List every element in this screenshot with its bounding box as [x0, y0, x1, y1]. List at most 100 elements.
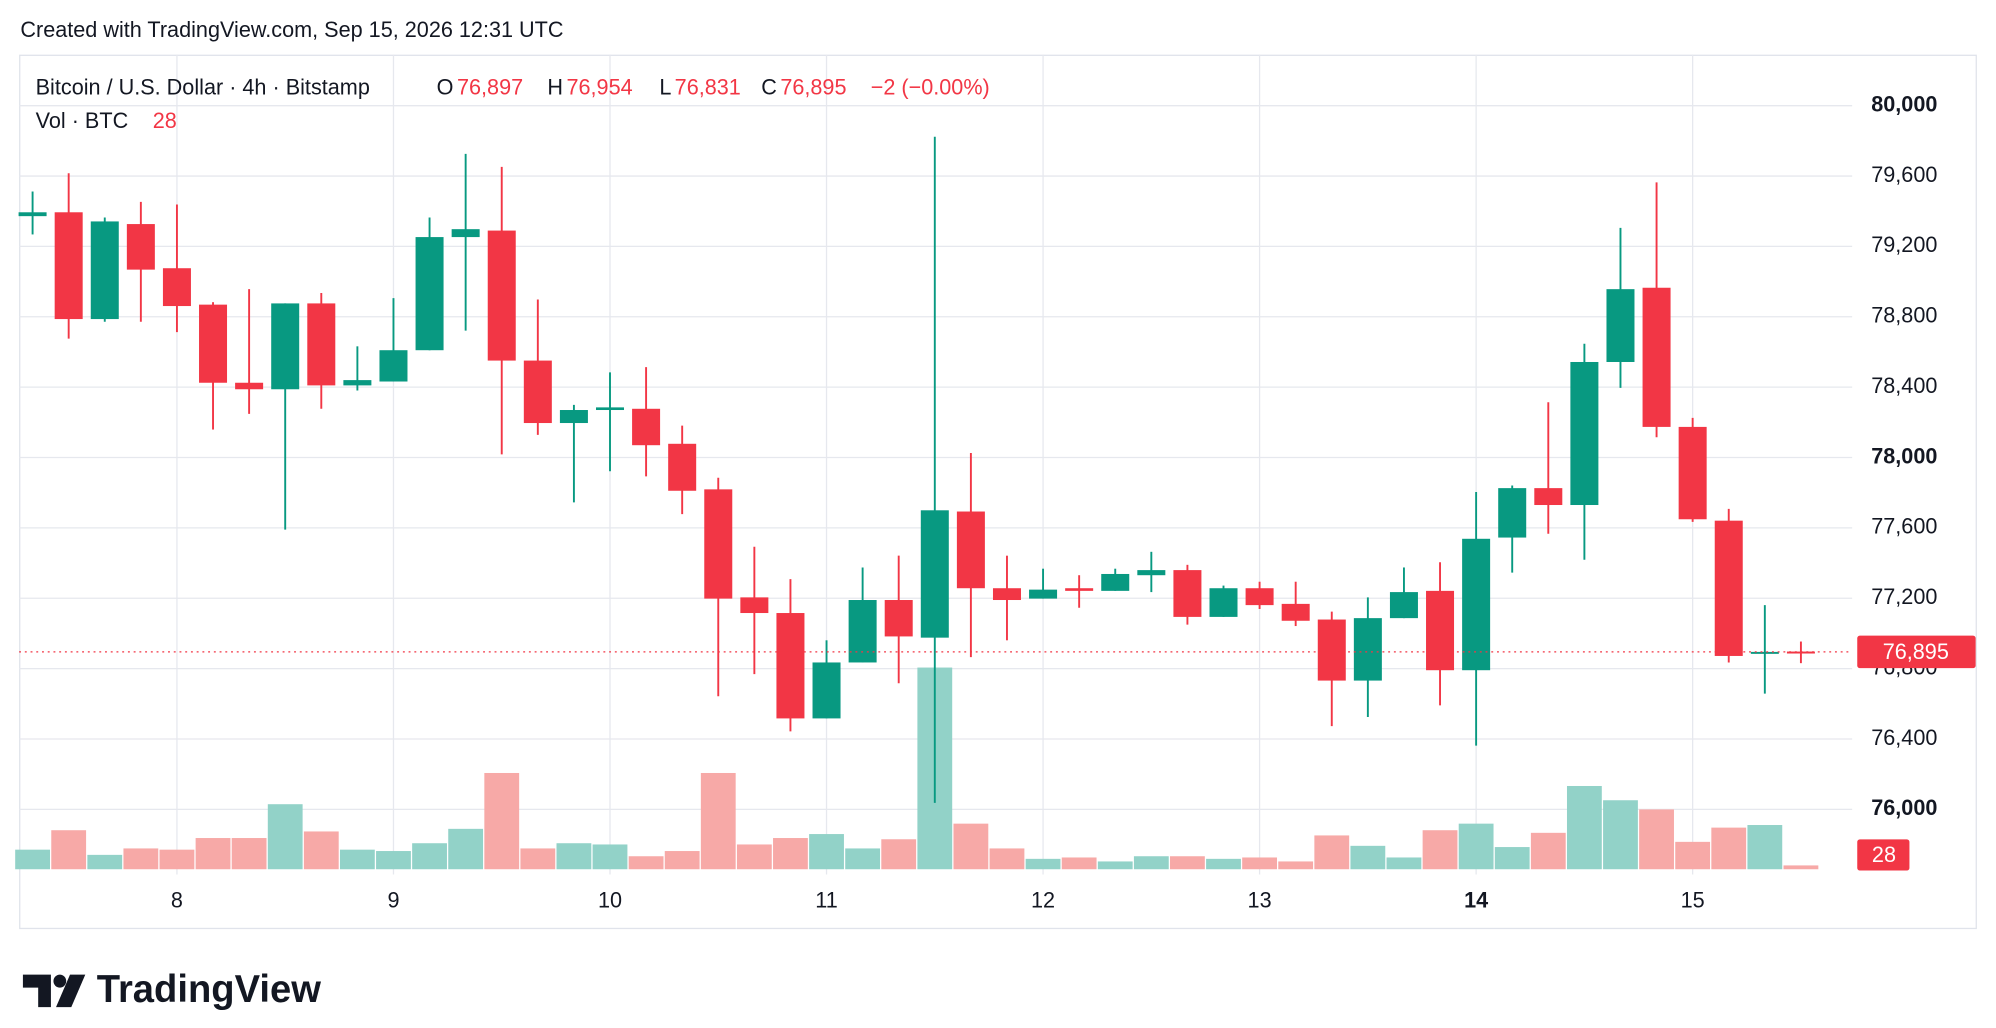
candle-body [1353, 618, 1382, 681]
candle-body [271, 303, 300, 390]
created-note: Created with TradingView.com, Sep 15, 20… [20, 17, 563, 42]
volume-bar [881, 839, 917, 870]
candle-body [1317, 619, 1346, 681]
marks [15, 136, 1853, 870]
legend-open: 76,897 [457, 74, 523, 99]
candle-body [595, 407, 625, 411]
candle-body [1606, 289, 1635, 362]
volume-bar [736, 844, 772, 870]
candle-body [1065, 588, 1094, 591]
brand-name: TradingView [97, 968, 322, 1011]
candle-body [992, 588, 1021, 601]
legend-close: 76,895 [780, 74, 846, 99]
y-tick-label: 80,000 [1871, 91, 1937, 116]
volume-bar [700, 772, 736, 870]
candle-body [848, 600, 877, 663]
candle-body [956, 511, 985, 589]
candle-body [1714, 520, 1743, 656]
candle-body [1534, 488, 1563, 506]
legend-high: 76,954 [566, 74, 632, 99]
candle-body [235, 382, 264, 390]
volume-bar [1639, 809, 1674, 870]
candle-body [1462, 538, 1491, 671]
candle-body [487, 230, 516, 361]
volume-bar [51, 830, 87, 870]
volume-bar [1350, 845, 1386, 870]
candle-body [884, 600, 913, 637]
legend-volume-value: 28 [153, 108, 177, 133]
volume-bar [1566, 785, 1602, 870]
candle-body [1389, 592, 1418, 619]
volume-bar [231, 838, 267, 870]
candle-body [18, 212, 47, 217]
x-tick-label: 10 [598, 887, 622, 912]
volume-bar [448, 828, 484, 870]
volume-bar [1025, 858, 1061, 870]
volume-bar [1097, 861, 1133, 870]
last-volume-label: 28 [1872, 842, 1896, 867]
candle-body [199, 304, 228, 383]
legend-l: L [659, 74, 671, 99]
chart-frame [19, 54, 1977, 930]
x-tick-label: 14 [1464, 887, 1489, 912]
y-tick-label: 78,000 [1871, 443, 1937, 468]
volume-bar [159, 849, 195, 870]
y-tick-label: 79,600 [1871, 162, 1937, 187]
volume-bar [520, 848, 556, 870]
volume-bar [989, 848, 1025, 870]
x-tick-label: 15 [1681, 887, 1705, 912]
legend-volume: Vol · BTC [36, 108, 129, 133]
candle-body [1245, 588, 1274, 606]
volume-bar [1242, 857, 1278, 870]
candle-body [90, 221, 119, 320]
volume-bar [1061, 857, 1097, 870]
x-tick-label: 8 [171, 887, 183, 912]
volume-bar [664, 851, 700, 870]
volume-bar [845, 848, 881, 870]
candle-body [1101, 573, 1130, 591]
volume-bar [1170, 856, 1205, 870]
candle-body [1137, 570, 1166, 576]
volume-bar [15, 849, 50, 870]
volume-bar [773, 838, 808, 870]
candle-body [559, 410, 588, 424]
candle-body [1570, 361, 1599, 506]
candle-body [1642, 287, 1671, 427]
volume-bar [1675, 841, 1711, 870]
volume-bar [1783, 865, 1819, 870]
legend-h: H [547, 74, 563, 99]
x-tick-label: 12 [1031, 887, 1055, 912]
y-tick-label: 77,600 [1871, 514, 1937, 539]
volume-bar [1711, 827, 1747, 870]
volume-bar [339, 849, 375, 870]
brand-logo [22, 974, 86, 1008]
y-tick-label: 79,200 [1871, 232, 1937, 257]
volume-bar [1278, 861, 1314, 870]
x-tick-label: 13 [1248, 887, 1272, 912]
legend-symbol: Bitcoin / U.S. Dollar · 4h · Bitstamp [36, 74, 370, 99]
volume-bar [1422, 830, 1458, 870]
x-tick-label: 11 [815, 887, 837, 912]
candle-body [379, 350, 408, 382]
volume-bar [1458, 823, 1494, 870]
volume-bar [1747, 825, 1783, 870]
volume-bar [628, 856, 664, 870]
volume-bar [809, 834, 844, 870]
volume-bar [267, 804, 303, 870]
legend-change: −2 (−0.00%) [871, 74, 990, 99]
candle-body [1281, 603, 1310, 621]
candle-body [1750, 651, 1779, 654]
volume-bar [376, 851, 411, 870]
y-tick-label: 76,000 [1871, 795, 1937, 820]
volume-bar [1314, 835, 1350, 870]
candle-body [451, 229, 480, 238]
candle-body [1678, 426, 1707, 520]
candle-body [523, 360, 552, 424]
grid [19, 54, 1853, 875]
legend-low: 76,831 [675, 74, 741, 99]
volume-bar [1530, 832, 1566, 870]
candle-body [812, 662, 841, 719]
candle-body [704, 489, 733, 599]
